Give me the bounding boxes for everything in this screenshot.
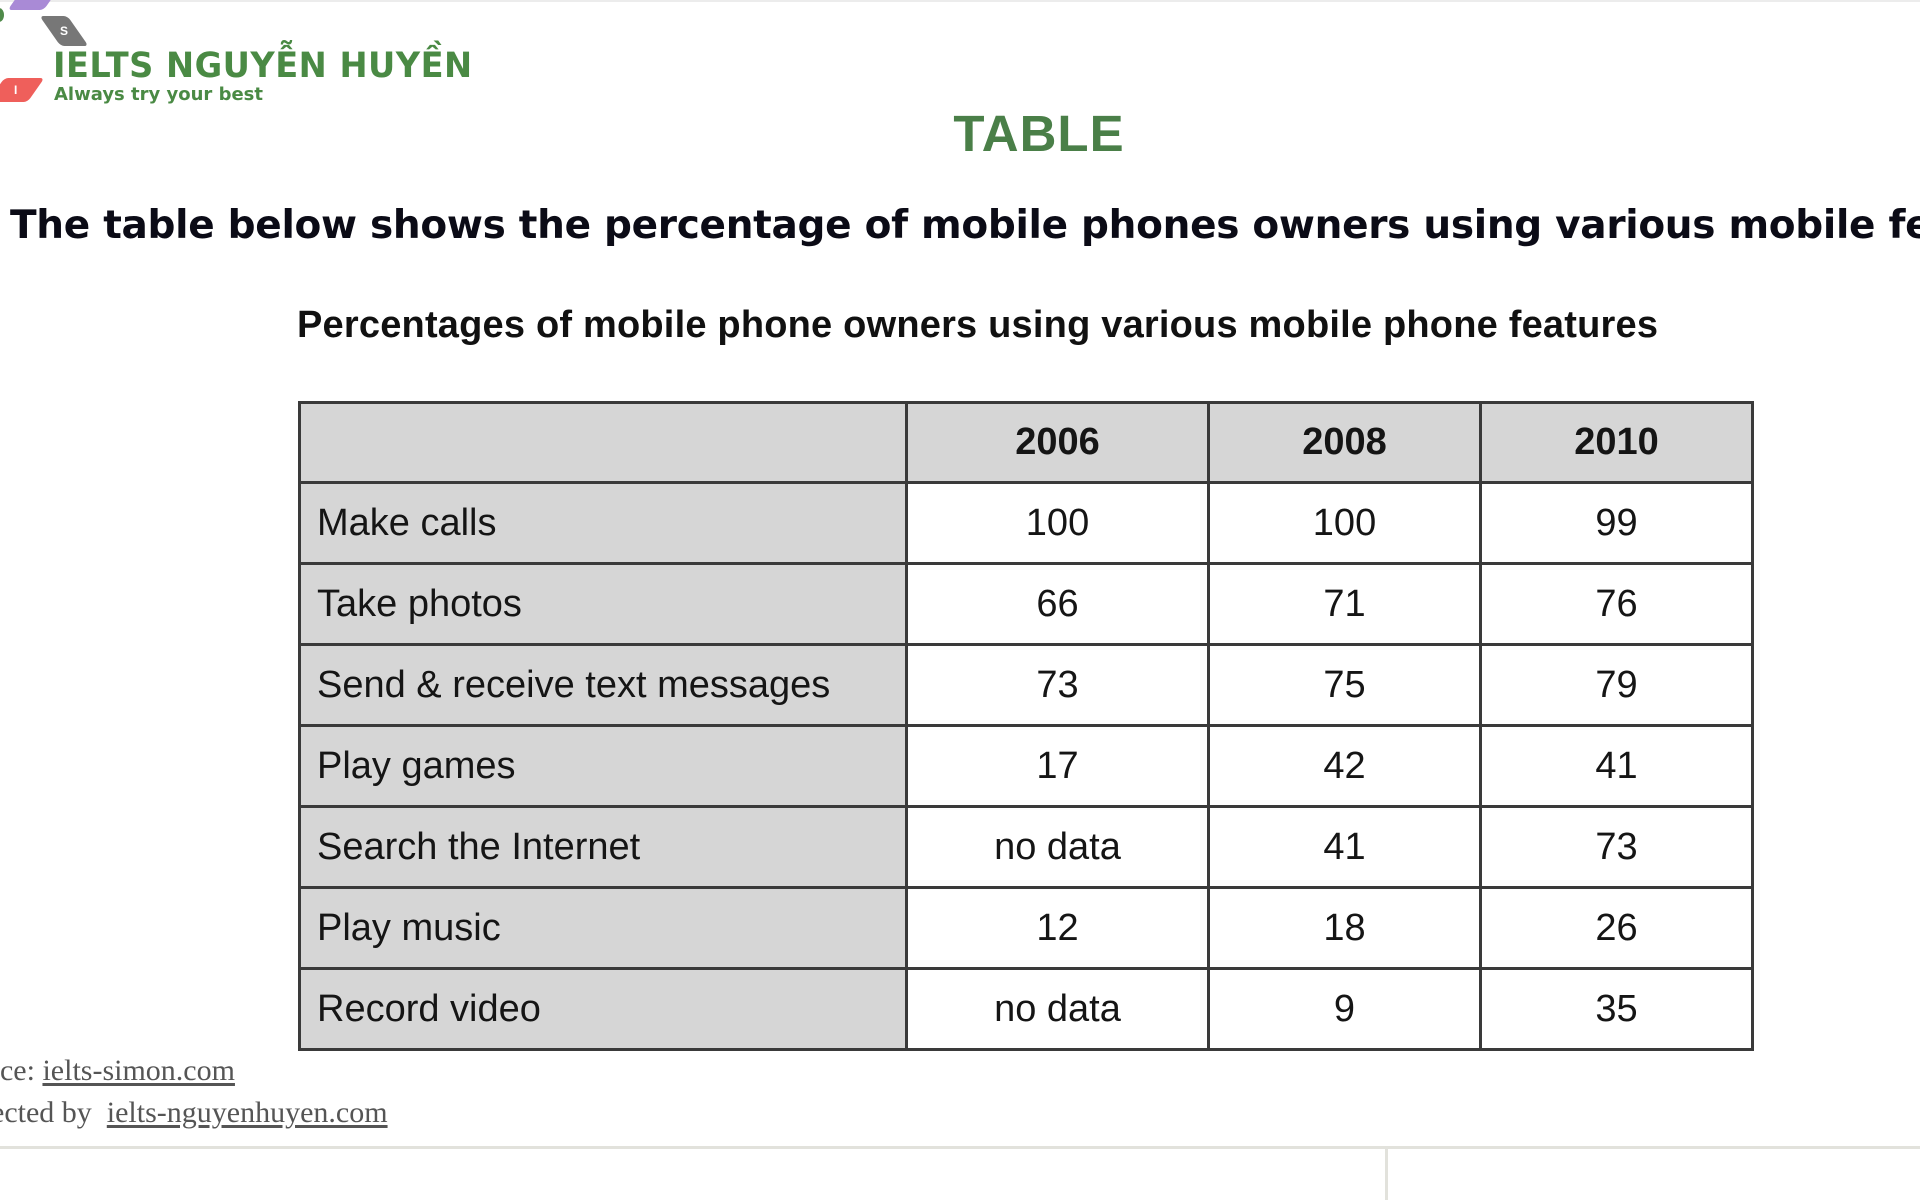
table-header-row: 2006 2008 2010	[298, 401, 1754, 484]
row-label: Play music	[298, 886, 908, 970]
table-row: Record video no data 9 35	[298, 967, 1754, 1051]
row-label: Play games	[298, 724, 908, 808]
table-caption: Percentages of mobile phone owners using…	[297, 304, 1659, 346]
cell-value: 42	[1207, 724, 1482, 808]
section-title: TABLE	[953, 105, 1125, 162]
cell-value: 35	[1479, 967, 1754, 1051]
table-row: Make calls 100 100 99	[298, 481, 1754, 565]
logo-tagline: Always try your best	[54, 84, 263, 105]
cell-value: no data	[905, 805, 1210, 889]
site-logo[interactable]: S I IELTS NGUYỄN HUYỀN Always try your b…	[0, 0, 472, 115]
footer-divider	[0, 1146, 1920, 1149]
table-row: Take photos 66 71 76	[298, 562, 1754, 646]
logo-purple-tile-icon	[7, 0, 57, 10]
cell-value: 79	[1479, 643, 1754, 727]
table-row: Play games 17 42 41	[298, 724, 1754, 808]
logo-i-tile-icon: I	[0, 78, 45, 102]
cell-value: no data	[905, 967, 1210, 1051]
header-empty-cell	[298, 401, 908, 484]
cell-value: 17	[905, 724, 1210, 808]
cell-value: 73	[1479, 805, 1754, 889]
cell-value: 41	[1479, 724, 1754, 808]
cell-value: 73	[905, 643, 1210, 727]
collected-by-line: ected by ielts-nguyenhuyen.com	[0, 1096, 388, 1130]
task-description: The table below shows the percentage of …	[10, 203, 1920, 248]
row-label: Send & receive text messages	[298, 643, 908, 727]
cell-value: 18	[1207, 886, 1482, 970]
table-row: Send & receive text messages 73 75 79	[298, 643, 1754, 727]
cell-value: 66	[905, 562, 1210, 646]
header-2006: 2006	[905, 401, 1210, 484]
cell-value: 75	[1207, 643, 1482, 727]
logo-name: IELTS NGUYỄN HUYỀN	[53, 46, 473, 86]
cell-value: 41	[1207, 805, 1482, 889]
source-link[interactable]: ielts-simon.com	[42, 1054, 235, 1087]
row-label: Take photos	[298, 562, 908, 646]
source-line: rce: ielts-simon.com	[0, 1054, 235, 1088]
row-label: Search the Internet	[298, 805, 908, 889]
collected-prefix: ected by	[0, 1096, 107, 1129]
cell-value: 9	[1207, 967, 1482, 1051]
row-label: Record video	[298, 967, 908, 1051]
footer-column-divider	[1385, 1148, 1388, 1200]
cell-value: 100	[1207, 481, 1482, 565]
logo-green-dot-icon	[0, 8, 4, 22]
logo-s-tile-icon: S	[39, 16, 89, 46]
table-row: Play music 12 18 26	[298, 886, 1754, 970]
top-border	[0, 0, 1920, 2]
mobile-features-table: 2006 2008 2010 Make calls 100 100 99 Tak…	[298, 401, 1754, 1051]
cell-value: 99	[1479, 481, 1754, 565]
source-prefix: rce:	[0, 1054, 35, 1087]
collected-link[interactable]: ielts-nguyenhuyen.com	[106, 1096, 388, 1129]
header-2008: 2008	[1207, 401, 1482, 484]
row-label: Make calls	[298, 481, 908, 565]
table-row: Search the Internet no data 41 73	[298, 805, 1754, 889]
cell-value: 76	[1479, 562, 1754, 646]
cell-value: 12	[905, 886, 1210, 970]
header-2010: 2010	[1479, 401, 1754, 484]
cell-value: 71	[1207, 562, 1482, 646]
cell-value: 26	[1479, 886, 1754, 970]
cell-value: 100	[905, 481, 1210, 565]
